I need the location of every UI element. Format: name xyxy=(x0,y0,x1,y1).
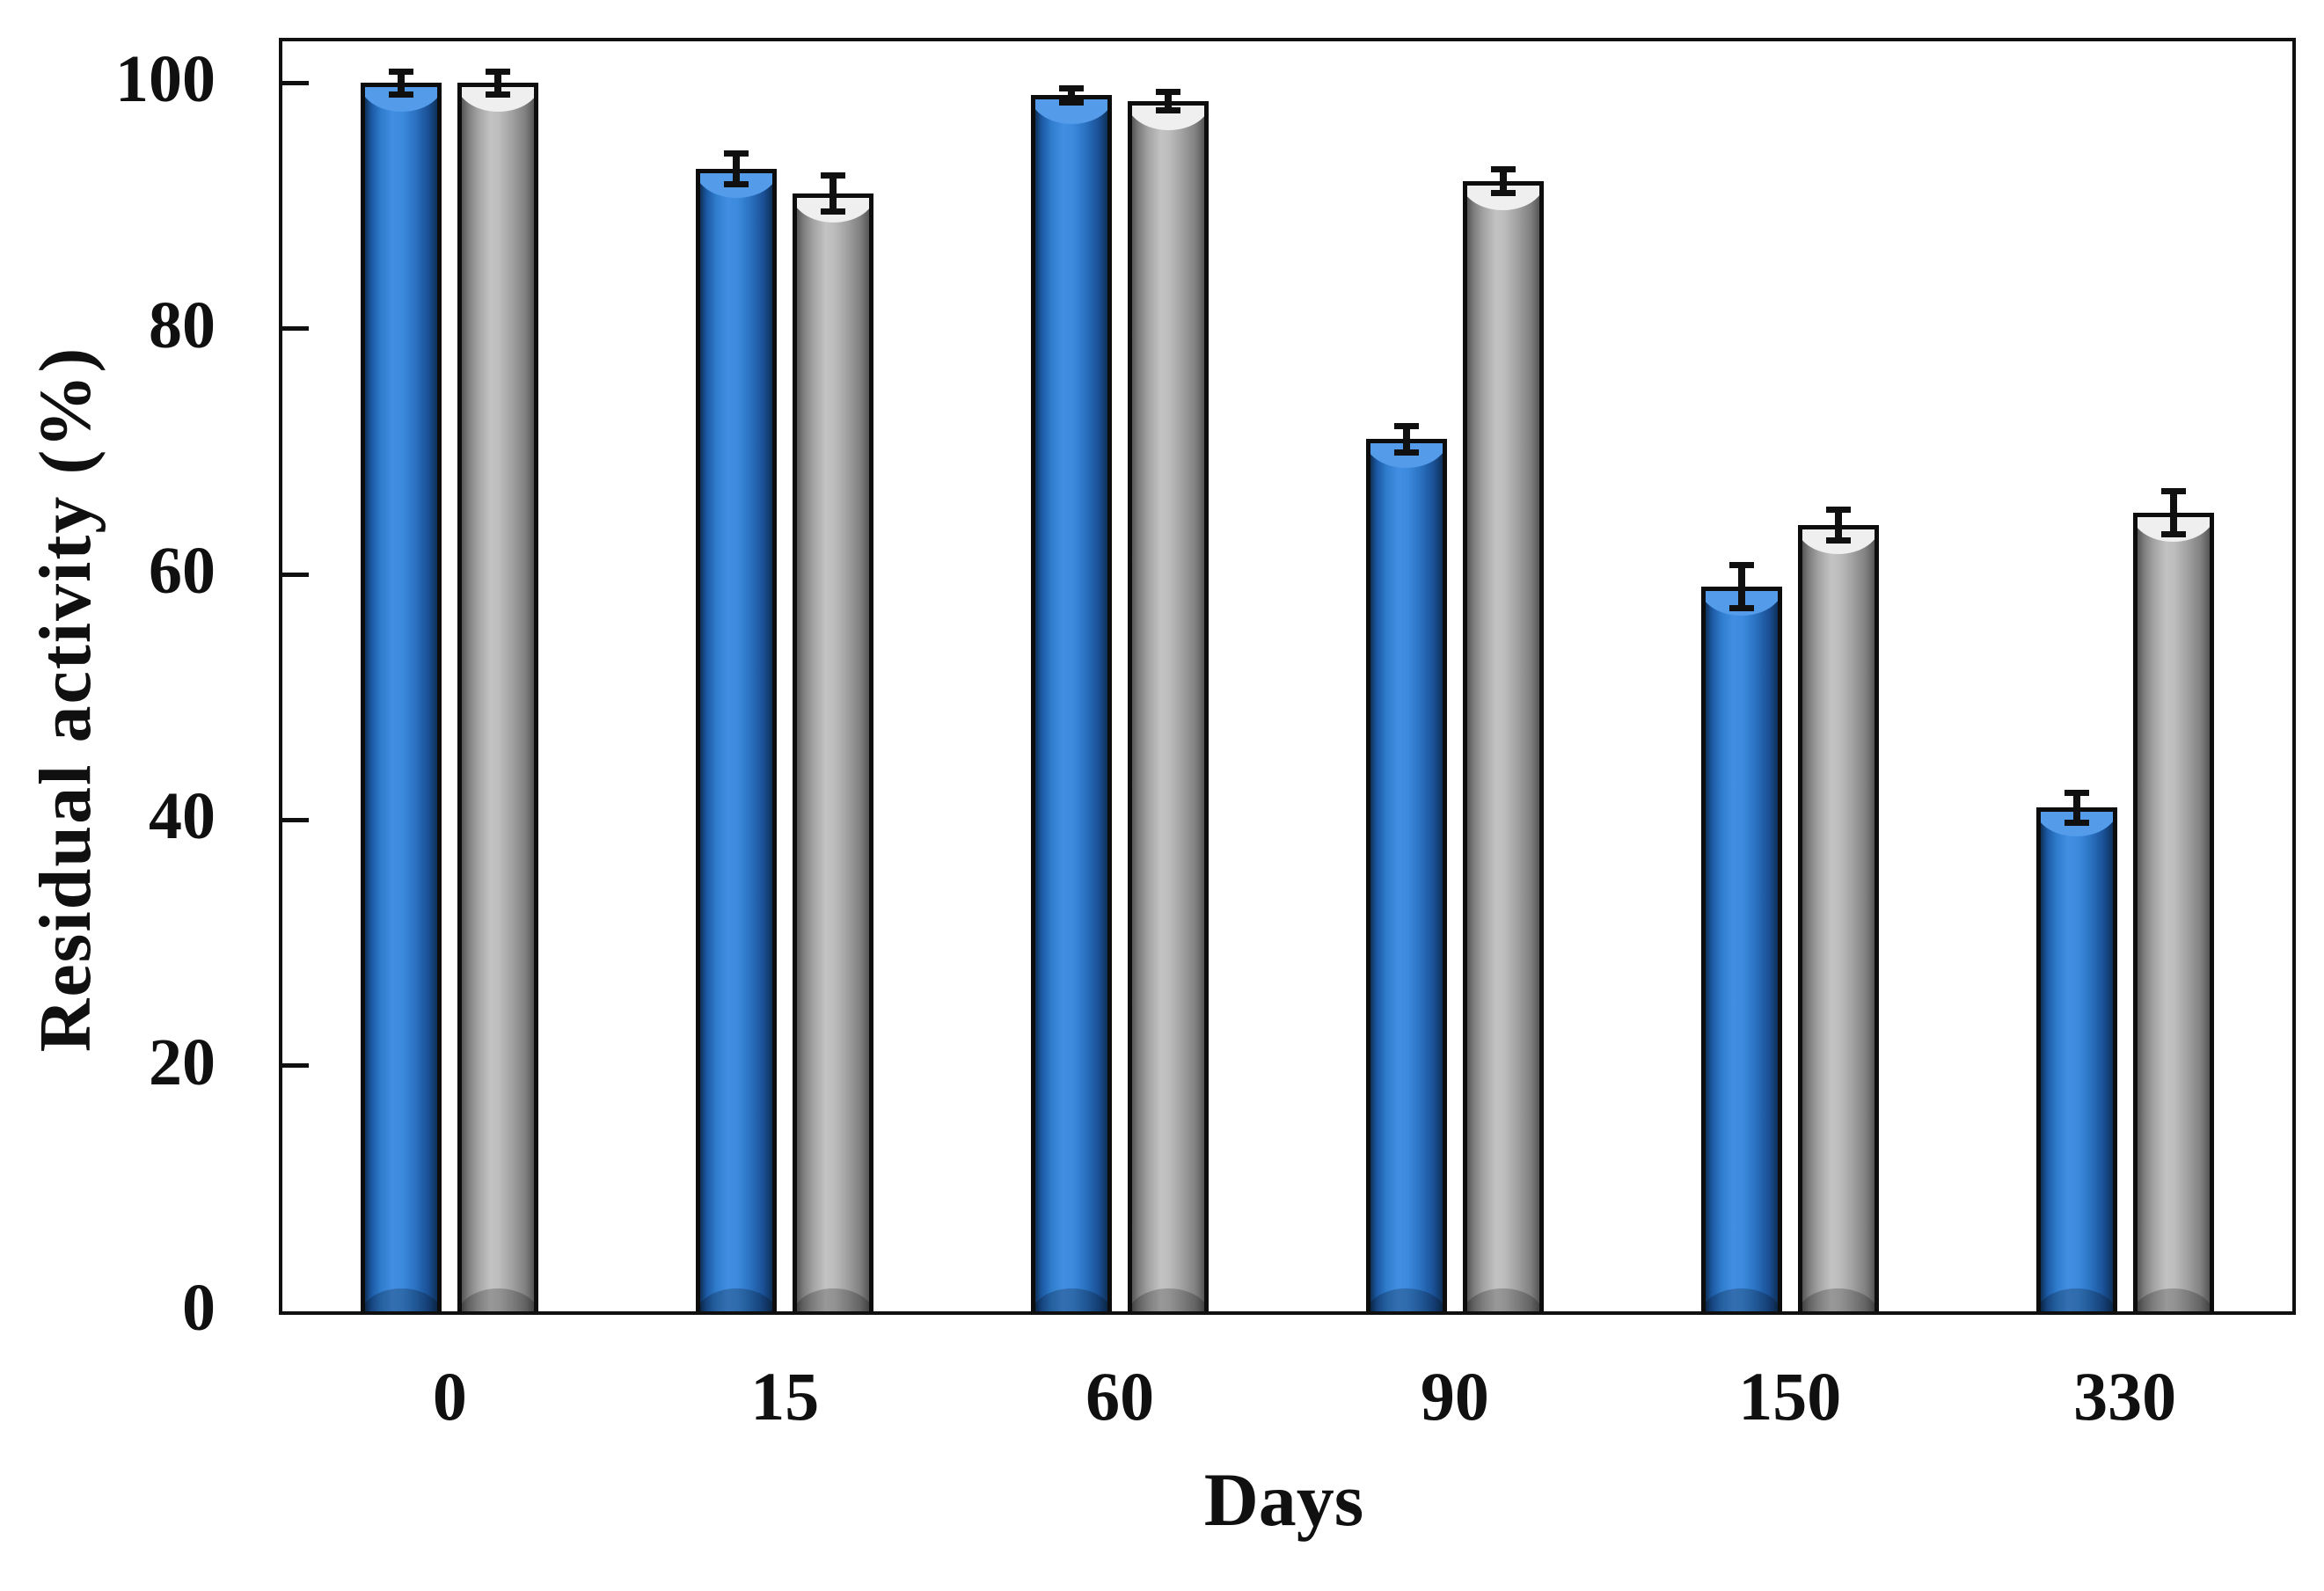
y-axis-tick-mark xyxy=(282,80,309,85)
blue-bar-day-0 xyxy=(361,83,442,1311)
bar-slot xyxy=(1700,41,1782,1311)
bar-bottom-shade xyxy=(1370,1288,1443,1311)
blue-bar-day-90 xyxy=(1365,439,1447,1311)
bar-bottom-shade xyxy=(462,1288,535,1311)
bar-bottom-shade xyxy=(700,1288,773,1311)
bar-group-day-15: 15 xyxy=(618,41,953,1434)
x-axis-tick-label: 15 xyxy=(750,1358,820,1434)
error-bar xyxy=(2160,488,2186,538)
y-axis-tick-label: 60 xyxy=(149,534,216,609)
x-axis-tick-label: 150 xyxy=(1738,1358,1842,1434)
y-axis-tick-mark xyxy=(282,326,309,332)
error-bar xyxy=(486,68,511,99)
bar-bottom-shade xyxy=(1466,1288,1539,1311)
error-bar xyxy=(1156,89,1181,114)
x-axis-tick-label: 60 xyxy=(1085,1358,1155,1434)
bar-slot xyxy=(1797,41,1879,1311)
bar-slot xyxy=(457,41,539,1311)
y-axis-tick-label: 0 xyxy=(182,1271,216,1345)
error-bar xyxy=(389,68,414,99)
bar-group-day-0: 0 xyxy=(282,41,618,1434)
gray-bar-day-0 xyxy=(457,83,539,1311)
bar-slot xyxy=(1128,41,1210,1311)
error-bar xyxy=(2064,789,2089,827)
y-axis-title: Residual activity (%) xyxy=(25,346,106,1053)
blue-bar-day-330 xyxy=(2035,807,2117,1311)
y-axis-tick-mark xyxy=(282,1063,309,1069)
blue-bar-day-150 xyxy=(1700,587,1782,1311)
blue-bar-day-15 xyxy=(696,169,778,1311)
bar-slot xyxy=(2132,41,2214,1311)
bar-bottom-shade xyxy=(1801,1288,1875,1311)
bar-slot xyxy=(793,41,874,1311)
bar-group-day-60: 60 xyxy=(953,41,1288,1434)
y-axis-tick-label: 40 xyxy=(149,779,216,854)
plot-area: 0 15 60 90 150 330 xyxy=(279,38,2296,1434)
blue-bar-day-60 xyxy=(1031,95,1113,1311)
bar-slot xyxy=(361,41,442,1311)
bar-slot xyxy=(696,41,778,1311)
y-axis-tick-mark xyxy=(282,572,309,577)
bar-slot xyxy=(1031,41,1113,1311)
bar-slot xyxy=(1462,41,1544,1311)
error-bar xyxy=(724,150,749,188)
bar-bottom-shade xyxy=(1035,1288,1108,1311)
gray-bar-day-150 xyxy=(1797,525,1879,1311)
bar-bottom-shade xyxy=(2137,1288,2210,1311)
bar-group-day-150: 150 xyxy=(1622,41,1957,1434)
y-axis-tick-label: 100 xyxy=(115,42,216,117)
error-bar xyxy=(1059,85,1085,106)
x-axis-tick-label: 330 xyxy=(2073,1358,2177,1434)
y-axis-tick-label: 20 xyxy=(149,1025,216,1099)
bar-bottom-shade xyxy=(1705,1288,1778,1311)
y-axis-tick-label: 80 xyxy=(149,288,216,362)
gray-bar-day-330 xyxy=(2132,513,2214,1311)
gray-bar-day-60 xyxy=(1128,101,1210,1311)
error-bar xyxy=(1393,423,1419,456)
x-axis-tick-label: 90 xyxy=(1420,1358,1489,1434)
bar-slot xyxy=(2035,41,2117,1311)
bar-group-day-90: 90 xyxy=(1288,41,1623,1434)
error-bar xyxy=(1490,166,1516,196)
x-axis-title: Days xyxy=(1203,1457,1364,1542)
gray-bar-day-15 xyxy=(793,193,874,1311)
bar-bottom-shade xyxy=(797,1288,870,1311)
error-bar xyxy=(1728,562,1754,611)
error-bar xyxy=(1825,507,1851,544)
x-axis-tick-label: 0 xyxy=(432,1358,467,1434)
bar-bottom-shade xyxy=(2040,1288,2113,1311)
y-axis-tick-mark xyxy=(282,817,309,822)
bar-group-day-330: 330 xyxy=(1957,41,2292,1434)
gray-bar-day-90 xyxy=(1462,181,1544,1311)
bar-bottom-shade xyxy=(1132,1288,1205,1311)
error-bar xyxy=(821,172,846,215)
bar-bottom-shade xyxy=(365,1288,438,1311)
bar-slot xyxy=(1365,41,1447,1311)
